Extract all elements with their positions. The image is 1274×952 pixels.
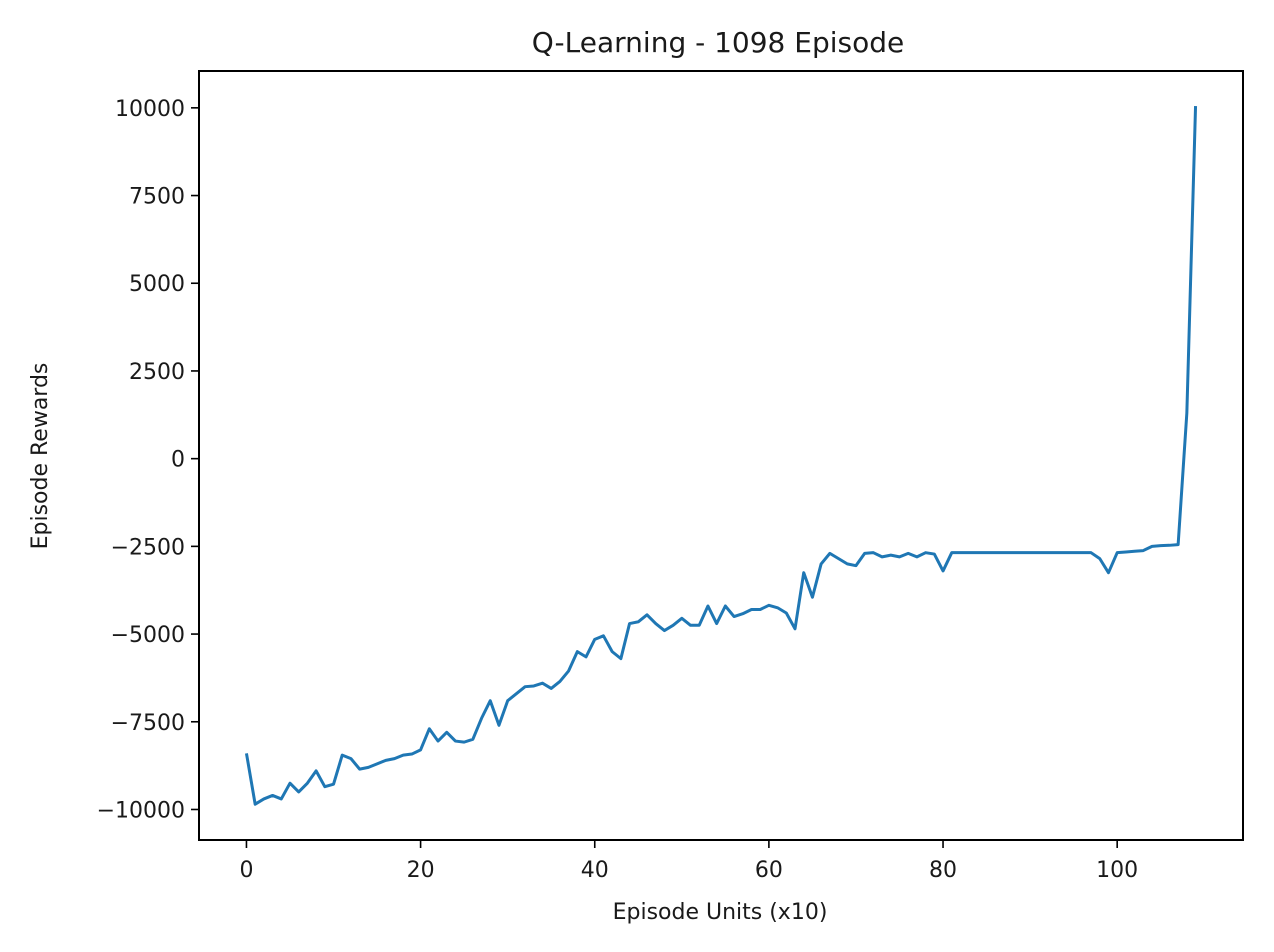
x-axis-label: Episode Units (x10) bbox=[613, 900, 828, 925]
y-tick-label: −5000 bbox=[111, 623, 185, 648]
x-tick-label: 0 bbox=[239, 858, 253, 883]
y-tick-label: 2500 bbox=[129, 360, 185, 385]
y-tick-label: 0 bbox=[171, 448, 185, 473]
y-tick-label: −2500 bbox=[111, 535, 185, 560]
x-tick-label: 20 bbox=[407, 858, 435, 883]
y-tick-label: 5000 bbox=[129, 272, 185, 297]
y-axis-label: Episode Rewards bbox=[28, 363, 53, 550]
x-tick-label: 80 bbox=[929, 858, 957, 883]
plot-frame bbox=[198, 70, 1244, 841]
y-tick-label: 10000 bbox=[115, 97, 185, 122]
y-tick-label: 7500 bbox=[129, 185, 185, 210]
x-tick-label: 100 bbox=[1096, 858, 1138, 883]
y-axis: −10000 −7500 −5000 −2500 0 2500 5000 7500 10000 bbox=[97, 97, 199, 823]
y-tick-label: −10000 bbox=[97, 798, 185, 823]
chart-title: Q-Learning - 1098 Episode bbox=[532, 26, 905, 59]
y-tick-label: −7500 bbox=[111, 711, 185, 736]
x-axis: 0 20 40 60 80 100 bbox=[239, 840, 1138, 883]
x-tick-label: 40 bbox=[581, 858, 609, 883]
series-line bbox=[244, 106, 1198, 806]
plot-area bbox=[244, 106, 1198, 806]
x-tick-label: 60 bbox=[755, 858, 783, 883]
